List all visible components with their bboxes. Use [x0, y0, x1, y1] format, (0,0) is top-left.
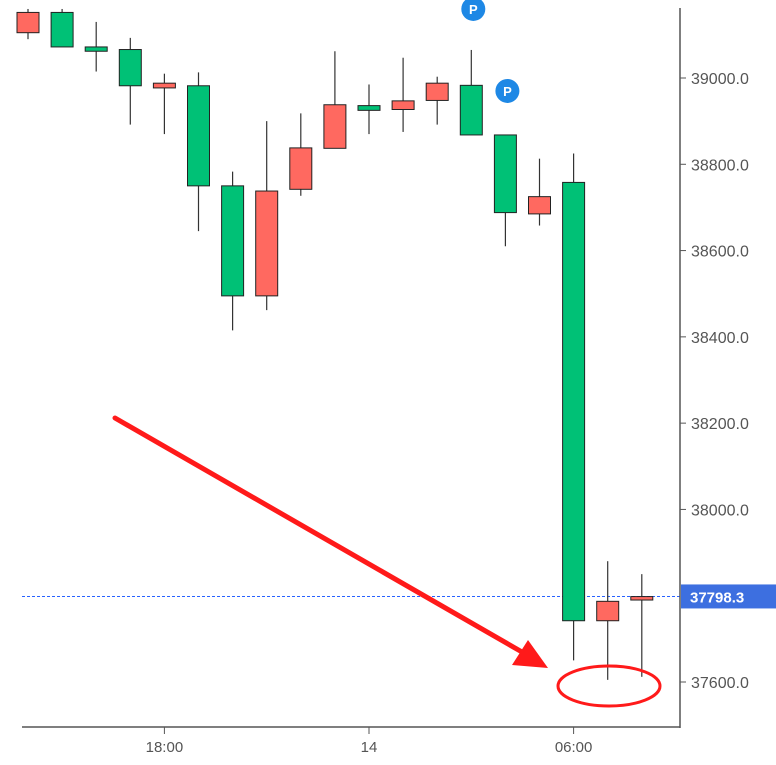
annotation-overlay: 37798.3 P P — [112, 0, 776, 708]
candle-body — [596, 600, 620, 622]
price-tick-label: 38400.0 — [691, 330, 749, 347]
candle-body — [528, 196, 551, 215]
annotation-circle — [556, 664, 662, 708]
annotation-arrowhead — [512, 640, 548, 668]
candle-body — [459, 84, 483, 136]
candle-body — [84, 46, 108, 52]
time-tick-label: 14 — [361, 739, 378, 756]
candle-body — [357, 105, 381, 111]
candle-body — [255, 190, 279, 297]
candle-body — [493, 134, 517, 214]
annotation-arrow — [112, 415, 548, 668]
time-tick-label: 18:00 — [146, 739, 184, 756]
p-marker-label: P — [469, 2, 478, 17]
candle-body — [391, 100, 415, 110]
p-marker[interactable] — [461, 0, 486, 21]
candle-body — [562, 181, 586, 622]
p-marker-label: P — [503, 84, 512, 99]
price-tick-label: 38800.0 — [691, 157, 749, 174]
price-tick-label: 39000.0 — [691, 71, 749, 88]
candle-body — [187, 85, 210, 187]
candle-body — [425, 82, 449, 101]
time-tick-label: 06:00 — [555, 739, 593, 756]
candle-body — [118, 49, 142, 87]
candle-body — [289, 147, 313, 190]
p-marker[interactable] — [495, 78, 520, 103]
plot-area — [16, 8, 680, 680]
candle-body — [152, 82, 176, 89]
axes — [22, 8, 681, 728]
price-tick-label: 38000.0 — [691, 502, 749, 519]
price-axis-ticks: 39000.0 38800.0 38600.0 38400.0 38200.0 38000… — [680, 71, 749, 692]
time-axis-ticks: 18:00 14 06:00 — [146, 727, 593, 756]
candle-body — [630, 596, 654, 601]
price-tick-label: 38200.0 — [691, 416, 749, 433]
candle-body — [221, 185, 245, 297]
current-price-tag — [681, 584, 776, 609]
price-tick-label: 37600.0 — [691, 675, 749, 692]
price-tick-label: 38600.0 — [691, 244, 749, 261]
current-price-label: 37798.3 — [690, 589, 744, 606]
candle-body — [16, 11, 40, 34]
annotation-arrow-shaft — [112, 415, 525, 655]
candle-body — [323, 104, 347, 149]
candle-body — [50, 11, 74, 48]
